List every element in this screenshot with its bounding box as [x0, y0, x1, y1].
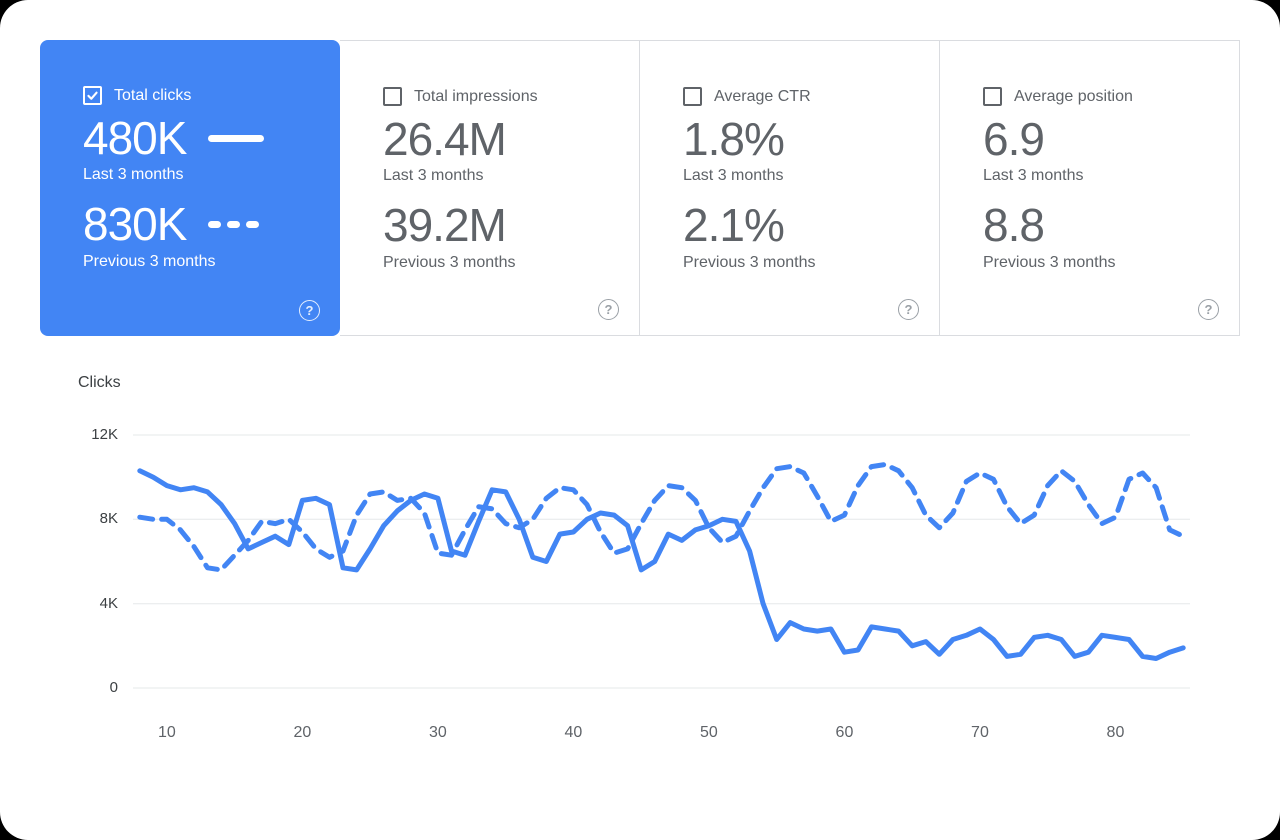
primary-caption: Last 3 months: [983, 167, 1084, 185]
x-axis-tick-label: 50: [700, 724, 718, 741]
x-axis-tick-label: 30: [428, 724, 447, 741]
secondary-value-row: 830K: [83, 198, 316, 251]
secondary-value-row: 8.8: [983, 199, 1215, 252]
primary-value-row: 480K: [83, 114, 316, 162]
metric-label: Average CTR: [714, 87, 811, 105]
series-line-solid: [137, 468, 1186, 661]
y-axis-tick-label: 8K: [99, 510, 118, 528]
total-impressions-checkbox[interactable]: [383, 87, 402, 106]
dashed-line-legend-swatch: [208, 220, 260, 228]
metric-label-row: Average position: [983, 87, 1215, 106]
metric-card-total-impressions[interactable]: Total impressions 26.4M Last 3 months 39…: [340, 40, 640, 336]
secondary-caption: Previous 3 months: [983, 253, 1116, 271]
secondary-value-row: 39.2M: [383, 199, 615, 252]
secondary-value: 39.2M: [383, 199, 507, 252]
primary-caption: Last 3 months: [83, 166, 184, 184]
primary-value: 6.9: [983, 113, 1045, 165]
solid-line-legend-swatch: [208, 134, 265, 142]
average-ctr-checkbox[interactable]: [683, 87, 702, 106]
primary-value-row: 1.8%: [683, 113, 915, 165]
primary-caption: Last 3 months: [383, 167, 484, 185]
metric-label-row: Total clicks: [83, 86, 316, 105]
chart-title: Clicks: [78, 374, 121, 391]
metric-card-average-ctr[interactable]: Average CTR 1.8% Last 3 months 2.1% Prev…: [640, 40, 940, 336]
checkmark-icon: [87, 91, 98, 100]
primary-caption: Last 3 months: [683, 167, 784, 185]
secondary-caption: Previous 3 months: [83, 252, 216, 270]
metric-label-row: Average CTR: [683, 87, 915, 106]
y-axis-tick-label: 0: [109, 679, 118, 696]
x-axis-tick-label: 70: [971, 724, 989, 741]
help-icon[interactable]: ?: [1198, 299, 1219, 320]
clicks-chart-section: Clicks 12K 8K 4K 0 10 20 30 40 50 60 70 80: [40, 336, 1240, 806]
metric-label: Total impressions: [414, 87, 538, 105]
metric-label: Average position: [1014, 87, 1133, 105]
secondary-value: 8.8: [983, 199, 1045, 252]
x-axis-tick-label: 60: [835, 724, 854, 741]
metric-cards-row: Total clicks 480K Last 3 months 830K Pre…: [40, 40, 1240, 336]
metric-label-row: Total impressions: [383, 87, 615, 106]
x-axis-tick-label: 10: [157, 724, 176, 741]
secondary-value: 830K: [83, 198, 187, 251]
y-axis-tick-label: 4K: [99, 594, 118, 612]
primary-value-row: 6.9: [983, 113, 1215, 165]
series-line-dashed: [137, 462, 1186, 573]
secondary-value-row: 2.1%: [683, 199, 915, 252]
y-axis-tick-label: 12K: [91, 426, 118, 443]
secondary-caption: Previous 3 months: [383, 253, 516, 271]
average-position-checkbox[interactable]: [983, 87, 1002, 106]
metric-label: Total clicks: [114, 86, 192, 104]
metric-card-total-clicks[interactable]: Total clicks 480K Last 3 months 830K Pre…: [40, 40, 340, 336]
primary-value: 480K: [83, 112, 187, 164]
secondary-value: 2.1%: [683, 199, 785, 252]
primary-value: 1.8%: [683, 113, 785, 165]
primary-value-row: 26.4M: [383, 113, 615, 165]
secondary-caption: Previous 3 months: [683, 253, 816, 271]
help-icon[interactable]: ?: [598, 299, 619, 320]
x-axis-tick-label: 40: [564, 724, 583, 741]
help-icon[interactable]: ?: [299, 300, 320, 321]
x-axis-tick-label: 20: [293, 724, 312, 741]
help-icon[interactable]: ?: [898, 299, 919, 320]
clicks-chart-plot[interactable]: [133, 434, 1190, 689]
total-clicks-checkbox[interactable]: [83, 86, 102, 105]
primary-value: 26.4M: [383, 113, 507, 165]
x-axis-tick-label: 80: [1106, 724, 1125, 741]
metric-card-average-position[interactable]: Average position 6.9 Last 3 months 8.8 P…: [940, 40, 1240, 336]
